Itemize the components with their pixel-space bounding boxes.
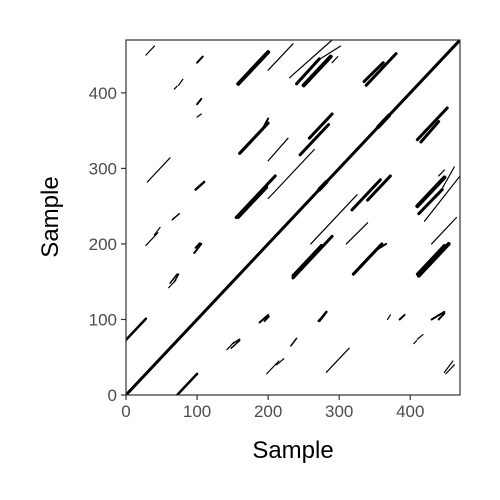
- recurrence-segment: [173, 85, 178, 90]
- y-axis-title: Sample: [37, 176, 64, 257]
- recurrence-segment: [415, 243, 446, 276]
- recurrence-segment: [437, 312, 446, 321]
- recurrence-segment: [291, 234, 334, 280]
- recurrence-segment: [317, 312, 326, 322]
- recurrence-segment: [317, 180, 329, 192]
- recurrence-segment: [267, 148, 315, 200]
- recurrence-segment: [438, 169, 445, 177]
- recurrence-segment: [231, 338, 241, 345]
- recurrence-segment: [398, 313, 406, 321]
- recurrence-segment: [194, 242, 201, 249]
- recurrence-segment: [258, 313, 270, 324]
- recurrence-segment: [288, 40, 333, 79]
- recurrence-segment: [238, 121, 270, 155]
- recurrence-segment: [443, 360, 454, 373]
- y-tick-label: 0: [108, 386, 117, 405]
- recurrence-segment: [291, 243, 323, 278]
- recurrence-segment: [145, 45, 156, 56]
- recurrence-segment: [416, 333, 424, 340]
- recurrence-segment: [177, 78, 184, 86]
- recurrence-segment: [345, 222, 369, 245]
- recurrence-segment: [419, 120, 441, 144]
- recurrence-segment: [169, 273, 178, 284]
- recurrence-segment: [415, 175, 447, 209]
- x-tick-label: 200: [254, 402, 282, 421]
- recurrence-segment: [438, 166, 455, 196]
- recurrence-segment: [146, 157, 171, 183]
- recurrence-segment: [196, 55, 204, 64]
- x-tick-label: 100: [183, 402, 211, 421]
- recurrence-segment: [362, 61, 385, 84]
- x-axis-ticks: 0 100 200 300 400: [121, 395, 424, 421]
- recurrence-segment: [430, 310, 446, 321]
- recurrence-segment: [193, 242, 203, 254]
- recurrence-segment: [295, 57, 321, 86]
- recurrence-segment: [307, 112, 334, 140]
- recurrence-segment: [236, 185, 269, 219]
- y-tick-label: 400: [89, 84, 117, 103]
- recurrence-segment: [234, 174, 277, 219]
- recurrence-segment: [194, 180, 206, 191]
- recurrence-segment: [267, 137, 289, 162]
- recurrence-segment: [126, 317, 148, 342]
- recurrence-segment: [413, 340, 418, 345]
- recurrence-marks: [126, 40, 460, 395]
- recurrence-segment: [267, 43, 294, 71]
- x-tick-label: 300: [325, 402, 353, 421]
- recurrence-segment: [416, 241, 451, 278]
- recurrence-segment: [263, 315, 270, 322]
- recurrence-segment: [175, 372, 199, 395]
- recurrence-segment: [366, 174, 392, 202]
- recurrence-segment: [236, 50, 271, 86]
- recurrence-segment: [266, 360, 280, 375]
- recurrence-segment: [230, 339, 241, 349]
- y-axis-ticks: 0 100 200 300 400: [89, 84, 126, 405]
- recurrence-segment: [417, 188, 444, 216]
- main-diagonal: [126, 40, 460, 395]
- recurrence-segment: [313, 45, 342, 64]
- recurrence-segment: [386, 314, 391, 321]
- recurrence-segment: [325, 347, 350, 373]
- recurrence-segment: [196, 97, 203, 106]
- recurrence-segment: [153, 226, 161, 236]
- x-axis-title: Sample: [252, 437, 333, 464]
- recurrence-segment: [298, 123, 331, 157]
- y-tick-label: 200: [89, 235, 117, 254]
- panel-border: [125, 39, 461, 396]
- recurrence-segment: [376, 113, 391, 129]
- y-tick-label: 300: [89, 159, 117, 178]
- recurrence-segment: [171, 212, 181, 221]
- recurrence-segment: [415, 106, 449, 142]
- recurrence-segment: [276, 358, 285, 366]
- recurrence-segment: [290, 337, 298, 347]
- recurrence-segment: [331, 56, 339, 64]
- recurrence-segment: [196, 113, 202, 118]
- recurrence-segment: [430, 216, 458, 245]
- recurrence-segment: [145, 232, 159, 247]
- recurrence-segment: [350, 178, 382, 212]
- recurrence-segment: [423, 175, 460, 222]
- x-tick-label: 400: [396, 402, 424, 421]
- recurrence-segment: [364, 52, 398, 87]
- plot-area: [126, 40, 460, 395]
- recurrence-segment: [351, 242, 384, 276]
- x-tick-label: 0: [121, 402, 130, 421]
- recurrence-segment: [301, 54, 333, 88]
- recurrence-segment: [173, 273, 180, 283]
- y-tick-label: 100: [89, 310, 117, 329]
- recurrence-segment: [310, 194, 358, 245]
- recurrence-segment: [445, 364, 455, 375]
